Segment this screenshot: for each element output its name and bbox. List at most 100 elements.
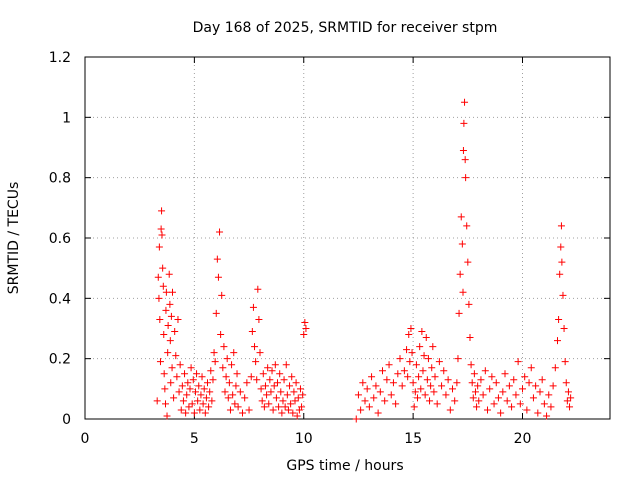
data-point (429, 343, 437, 351)
data-point (412, 361, 420, 369)
data-point (471, 388, 479, 396)
data-point (494, 394, 502, 402)
data-point (248, 328, 256, 336)
data-point (293, 412, 301, 420)
data-point (473, 403, 481, 411)
data-point (177, 406, 185, 414)
data-point (213, 255, 221, 263)
data-point (298, 403, 306, 411)
data-point (519, 385, 526, 393)
data-point (209, 376, 217, 384)
data-point (183, 391, 191, 399)
data-point (239, 409, 246, 417)
data-point (214, 273, 222, 281)
data-point (463, 222, 471, 230)
data-point (212, 309, 220, 317)
data-point (157, 225, 165, 233)
data-point (357, 406, 365, 414)
data-point (532, 382, 540, 390)
data-point (236, 388, 244, 396)
data-point (199, 400, 207, 408)
data-point (189, 376, 197, 384)
data-point (287, 400, 295, 408)
data-point (159, 264, 167, 272)
data-point (159, 282, 167, 290)
x-axis-title: GPS time / hours (286, 458, 403, 474)
data-point (166, 337, 174, 345)
data-point (257, 385, 265, 393)
data-point (521, 373, 529, 381)
data-point (365, 403, 373, 411)
data-point (198, 373, 206, 381)
data-point (279, 397, 287, 405)
data-point (263, 391, 271, 399)
data-point (512, 391, 520, 399)
data-point (387, 391, 395, 399)
data-point (557, 243, 565, 251)
data-point (211, 358, 219, 366)
data-point (171, 328, 179, 336)
x-tick-label: 20 (514, 431, 532, 447)
data-point (430, 388, 438, 396)
data-point (564, 388, 572, 396)
data-point (188, 400, 196, 408)
data-point (245, 406, 253, 414)
data-point (155, 294, 163, 302)
data-point (278, 409, 286, 417)
data-point (223, 355, 231, 363)
data-point (181, 370, 189, 378)
data-point (277, 388, 285, 396)
data-point (554, 337, 561, 345)
y-tick-label: 1.2 (49, 50, 71, 66)
data-point (534, 409, 542, 417)
data-point (420, 352, 428, 360)
data-point (398, 382, 406, 390)
data-point (161, 385, 169, 393)
data-point (385, 361, 393, 369)
data-point (374, 409, 382, 417)
data-point (197, 391, 205, 399)
data-point (497, 409, 505, 417)
data-point (290, 388, 298, 396)
data-point (461, 156, 469, 164)
data-point (162, 306, 170, 314)
data-point (538, 376, 546, 384)
data-point (222, 373, 230, 381)
data-point (158, 231, 166, 239)
data-point (396, 355, 404, 363)
data-point (400, 367, 408, 375)
data-point (446, 406, 454, 414)
data-point (165, 270, 173, 278)
data-point (286, 382, 294, 390)
data-point (166, 300, 174, 308)
data-point (449, 385, 456, 393)
data-point (186, 385, 194, 393)
data-point (291, 397, 299, 405)
data-point (547, 403, 555, 411)
data-point (201, 409, 209, 417)
data-point (411, 388, 419, 396)
data-point (484, 406, 491, 414)
data-point (372, 382, 380, 390)
data-point (559, 291, 567, 299)
x-tick-label: 5 (190, 431, 199, 447)
data-point (221, 388, 229, 396)
y-axis-title: SRMTID / TECUs (6, 182, 22, 295)
data-point (156, 358, 164, 366)
data-point (454, 355, 462, 363)
data-point (453, 379, 461, 387)
data-point (158, 207, 166, 215)
data-point (479, 391, 487, 399)
chart-title: Day 168 of 2025, SRMTID for receiver stp… (193, 20, 498, 36)
data-point (455, 309, 463, 317)
data-point (549, 382, 557, 390)
x-tick-label: 10 (295, 431, 313, 447)
data-point (204, 379, 211, 387)
data-point (226, 406, 234, 414)
data-point (289, 409, 297, 417)
data-point (172, 352, 180, 360)
data-point (381, 397, 389, 405)
data-point (191, 388, 199, 396)
data-point (284, 406, 292, 414)
data-point (540, 400, 548, 408)
